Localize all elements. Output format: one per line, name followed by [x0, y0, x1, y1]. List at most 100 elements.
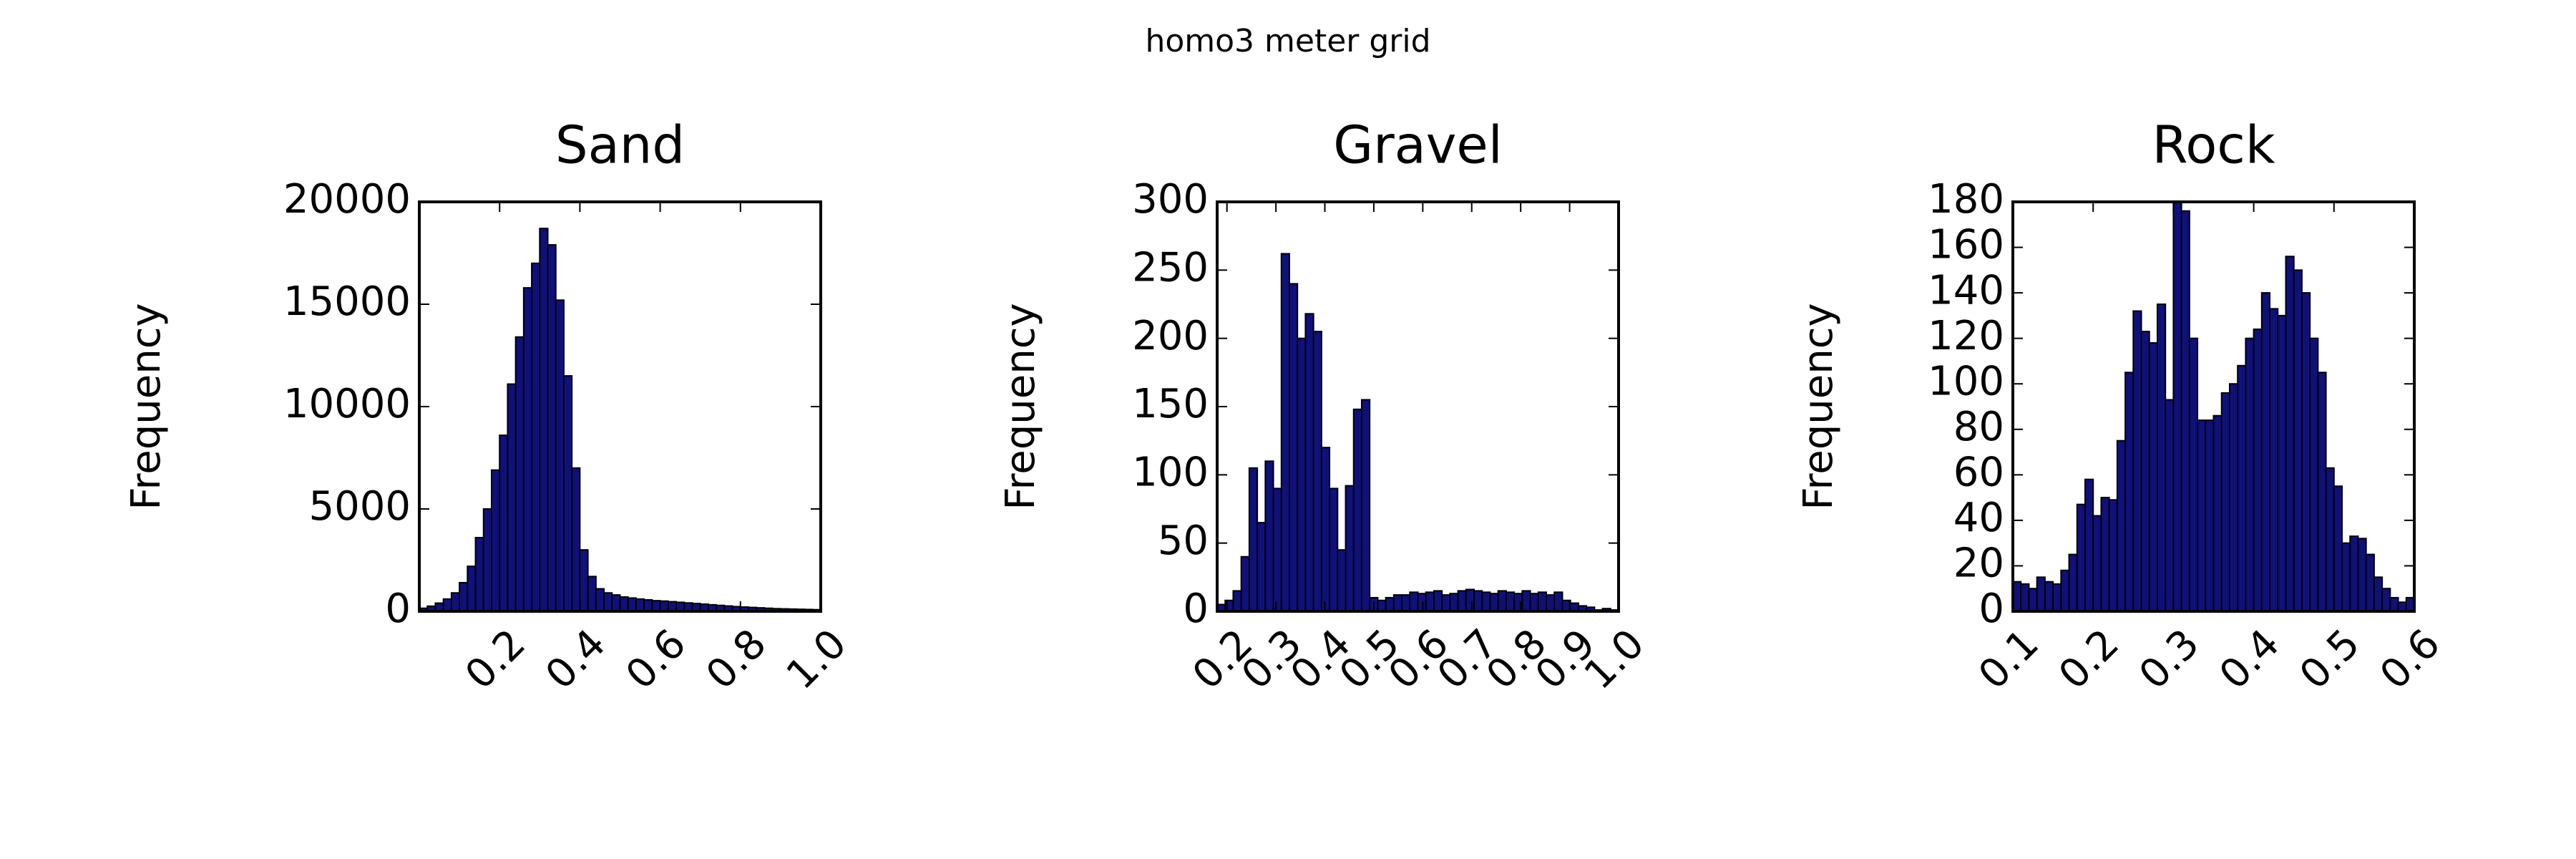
bar [643, 598, 653, 613]
bar [2197, 419, 2207, 612]
bar [2373, 576, 2384, 612]
bar [2132, 310, 2142, 612]
bar [1401, 594, 1411, 612]
y-tick-label: 160 [1928, 222, 2004, 268]
bar [1312, 331, 1322, 612]
y-tick-label: 180 [1928, 176, 2004, 223]
y-tick-label: 80 [1953, 404, 2004, 450]
bar [2180, 210, 2190, 612]
bar [2188, 337, 2199, 612]
axes-frame [2011, 200, 2416, 613]
bar [2389, 596, 2399, 613]
bar [667, 601, 678, 612]
y-tick-label: 300 [1132, 176, 1209, 223]
y-tick-label: 140 [1928, 267, 2004, 314]
bar [1529, 593, 1539, 612]
bar [2237, 364, 2247, 612]
bar [1257, 522, 1267, 612]
axes-title: Sand [555, 115, 685, 175]
bar [522, 287, 533, 612]
bar [1473, 590, 1483, 613]
y-tick-label: 15000 [283, 278, 411, 325]
bar [2205, 419, 2215, 612]
bar [482, 508, 492, 612]
bar [2285, 256, 2295, 612]
bar [2100, 497, 2110, 612]
bar [2172, 201, 2182, 612]
bar [2341, 542, 2351, 613]
bar [2317, 372, 2327, 612]
bar [2357, 538, 2367, 612]
bar [2020, 583, 2030, 612]
bar [1553, 591, 1563, 612]
bar [2068, 553, 2078, 612]
bar [1297, 337, 1307, 612]
bar [2116, 440, 2127, 613]
bar [1433, 590, 1443, 613]
bar [2325, 467, 2335, 612]
y-tick-label: 20000 [283, 176, 411, 223]
bar [531, 262, 541, 612]
bar [1280, 253, 1290, 612]
bar [1337, 549, 1347, 613]
bar [2220, 392, 2230, 613]
bar [635, 598, 645, 613]
bar [1457, 590, 1467, 613]
bar [2228, 383, 2239, 612]
bar [1417, 593, 1427, 612]
bar [2365, 553, 2375, 612]
bar [2293, 269, 2303, 612]
bar [627, 597, 637, 612]
bar [1304, 313, 1314, 612]
bar [1425, 591, 1435, 612]
bar [2260, 292, 2271, 612]
axes-title: Gravel [1333, 115, 1502, 175]
axes-title: Rock [2152, 115, 2275, 175]
bar [1497, 590, 1507, 613]
bar [2076, 503, 2086, 613]
bar [2269, 308, 2279, 612]
y-tick-label: 40 [1953, 495, 2004, 541]
y-tick-label: 250 [1132, 244, 1209, 291]
bar [1329, 487, 1339, 613]
y-axis-label: Frequency [1795, 303, 1842, 510]
bar [2108, 499, 2118, 612]
bar [2044, 581, 2054, 613]
bar [1481, 591, 1491, 612]
bar [1248, 467, 1259, 612]
y-tick-label: 0 [1183, 586, 1209, 632]
y-tick-label: 10000 [283, 381, 411, 427]
bar [507, 383, 517, 612]
bar [2349, 535, 2359, 613]
bar [579, 549, 589, 613]
bar [587, 576, 597, 613]
bar [571, 467, 581, 612]
bar [459, 581, 469, 613]
bar [1392, 594, 1403, 612]
bar [1345, 485, 1355, 612]
bar [2301, 292, 2311, 612]
bar [2092, 515, 2102, 612]
y-tick-label: 0 [1979, 586, 2004, 632]
bar [1240, 555, 1250, 613]
bar [2148, 342, 2158, 612]
y-tick-label: 0 [385, 586, 411, 632]
bar [1320, 447, 1331, 613]
bar [1377, 599, 1387, 612]
y-tick-label: 150 [1132, 381, 1209, 427]
bar [2028, 588, 2038, 613]
bar [611, 594, 621, 612]
bar [2333, 485, 2343, 612]
bar [2036, 576, 2046, 612]
bar [499, 435, 509, 612]
bar [2381, 588, 2391, 613]
bar [2052, 583, 2062, 612]
bar [1441, 594, 1451, 612]
bar [547, 244, 557, 612]
y-tick-label: 20 [1953, 540, 2004, 587]
bar [467, 566, 477, 613]
bar [2156, 304, 2167, 612]
bar [1385, 596, 1395, 613]
bar [539, 228, 549, 612]
